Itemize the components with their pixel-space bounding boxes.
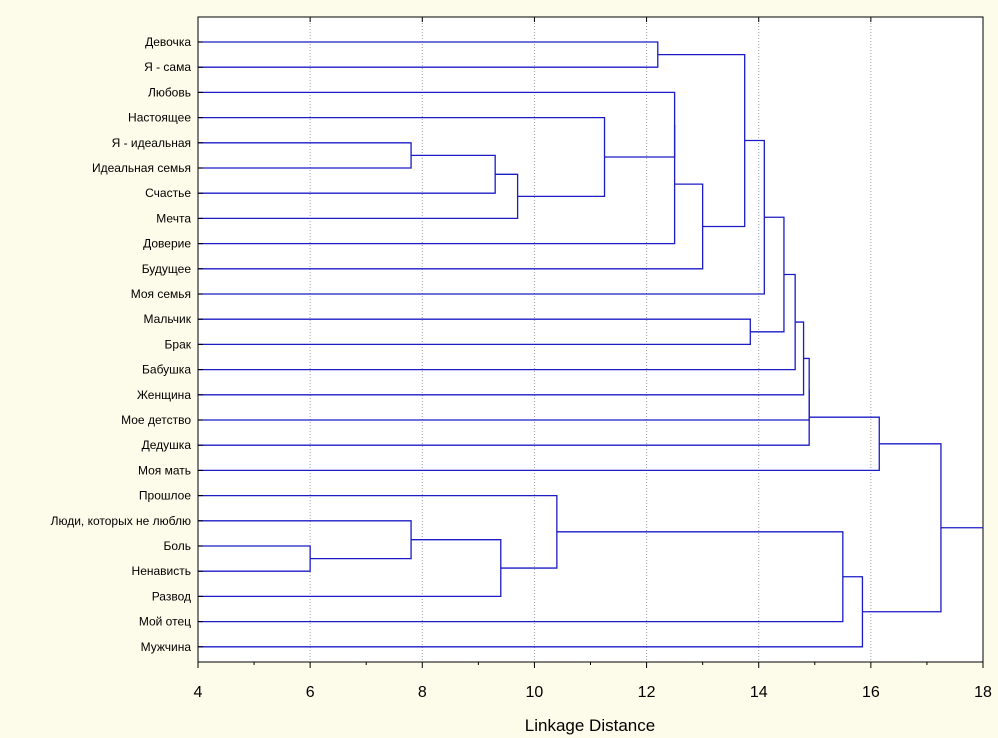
x-tick-label: 14 — [750, 684, 768, 701]
cluster-link — [657, 53, 746, 228]
cluster-link — [198, 494, 558, 569]
leaf-label: Женщина — [137, 388, 191, 402]
leaf-label: Мальчик — [144, 312, 192, 326]
leaf-label: Счастье — [145, 186, 191, 200]
cluster-link — [198, 576, 864, 648]
cluster-link — [198, 142, 412, 169]
leaf-labels: Девочка Я - сама Любовь Настоящее Я - идеаль… — [51, 35, 203, 654]
x-axis-title: Linkage Distance — [525, 716, 655, 735]
leaf-label: Люди, которых не люблю — [51, 514, 191, 528]
leaf-label: Будущее — [142, 262, 192, 276]
x-tick-label: 4 — [194, 684, 203, 701]
cluster-link — [198, 321, 805, 396]
cluster-link — [862, 443, 942, 613]
leaf-label: Мой отец — [139, 615, 191, 629]
cluster-link — [198, 531, 844, 623]
cluster-link — [750, 216, 785, 333]
leaf-label: Мужчина — [141, 640, 192, 654]
leaf-label: Развод — [152, 589, 191, 603]
x-tick-label: 6 — [306, 684, 315, 701]
leaf-label: Бабушка — [142, 363, 191, 377]
leaf-label: Идеальная семья — [92, 161, 191, 175]
x-tick-label: 16 — [862, 684, 880, 701]
leaf-label: Мечта — [156, 211, 191, 225]
leaf-label: Боль — [163, 539, 191, 553]
x-tick-label: 18 — [974, 684, 992, 701]
leaf-label: Настоящее — [128, 111, 191, 125]
cluster-link — [198, 124, 676, 245]
leaf-label: Ненависть — [132, 564, 191, 578]
x-tick-label: 10 — [526, 684, 544, 701]
leaf-label: Я - идеальная — [112, 136, 191, 150]
cluster-link — [198, 139, 765, 295]
leaf-label: Доверие — [143, 237, 191, 251]
cluster-link — [198, 173, 519, 220]
leaf-label: Брак — [165, 337, 192, 351]
dendrogram-links — [198, 41, 983, 648]
leaf-label: Дедушка — [142, 438, 192, 452]
leaf-label: Любовь — [148, 85, 191, 99]
cluster-link — [198, 389, 810, 446]
plot-area — [197, 16, 984, 663]
x-axis: 4 6 8 10 12 14 16 18 — [194, 17, 992, 701]
x-tick-label: 12 — [638, 684, 656, 701]
leaf-label: Мое детство — [121, 413, 191, 427]
leaf-label: Девочка — [145, 35, 191, 49]
leaf-label: Моя семья — [131, 287, 191, 301]
cluster-link — [198, 520, 412, 560]
x-tick-label: 8 — [418, 684, 427, 701]
leaf-label: Моя мать — [138, 463, 191, 477]
leaf-label: Я - сама — [144, 60, 191, 74]
leaf-label: Прошлое — [139, 489, 191, 503]
